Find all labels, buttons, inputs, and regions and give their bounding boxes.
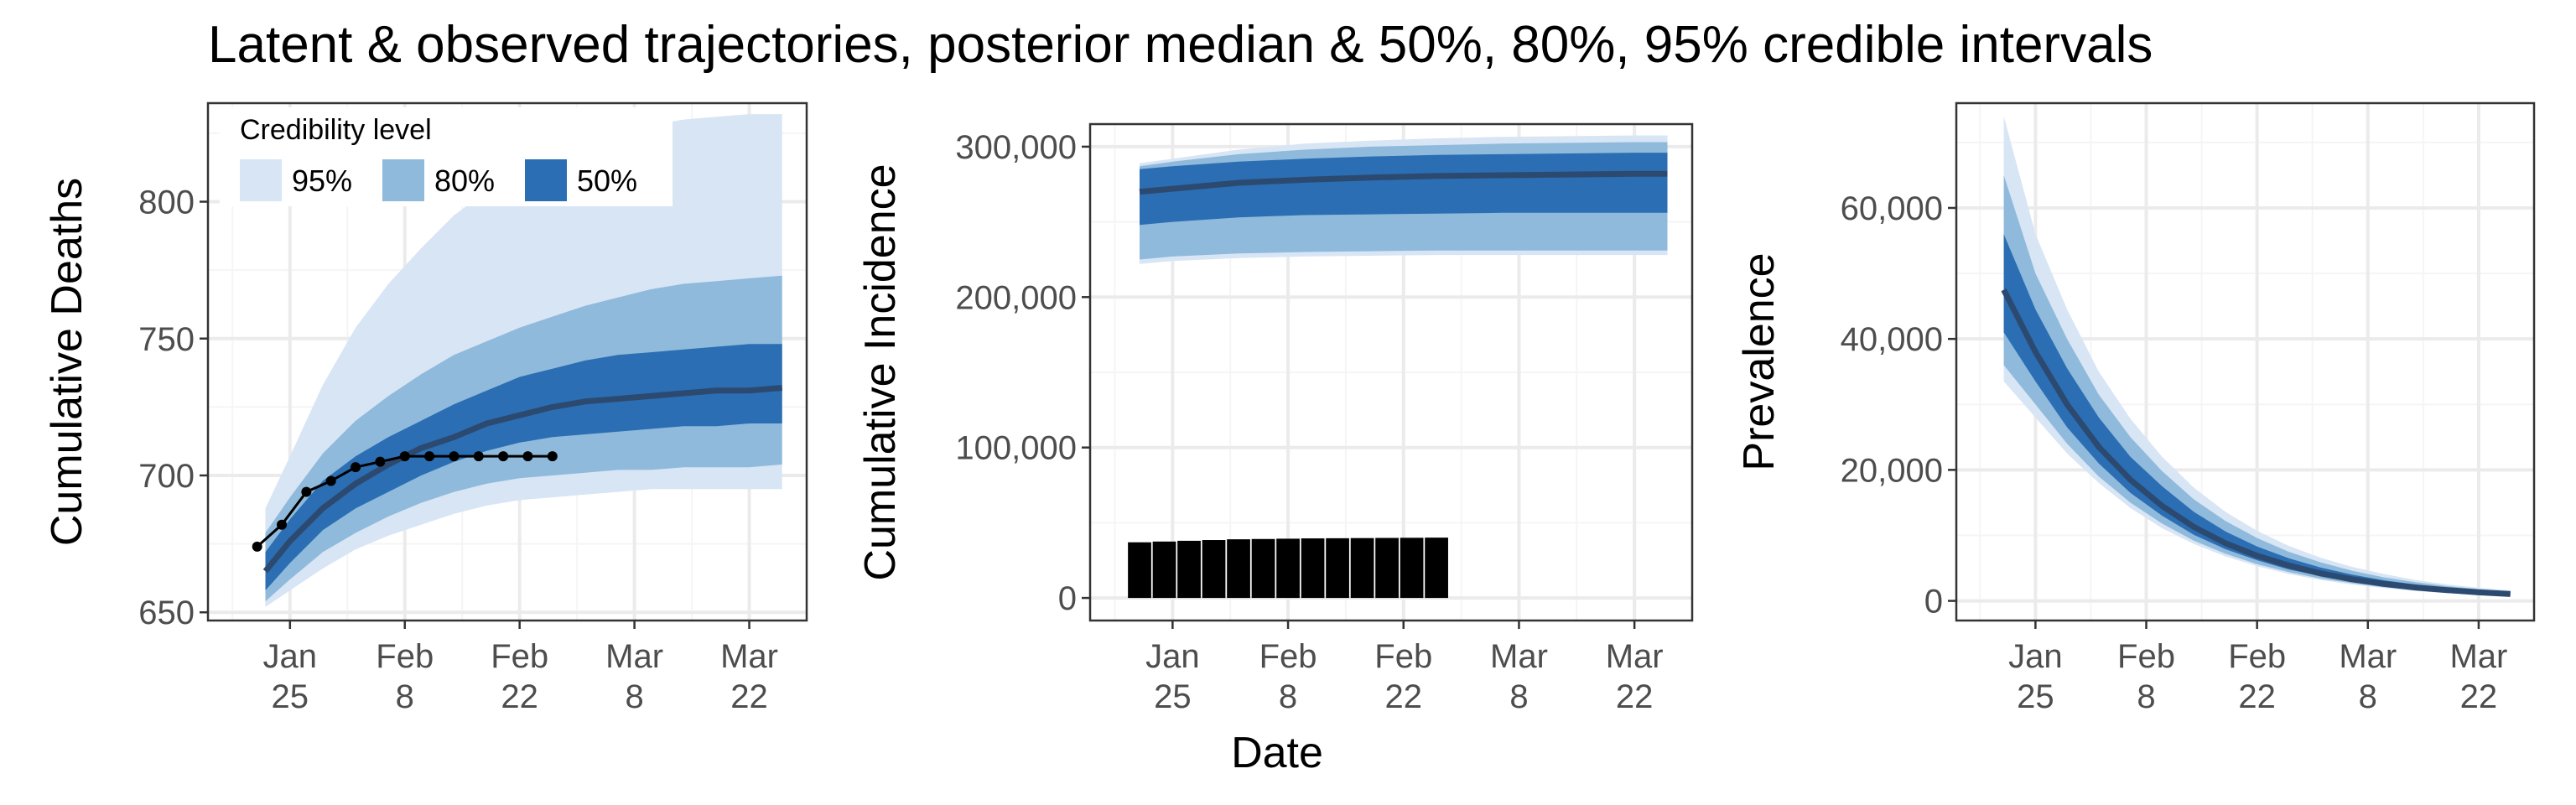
band-50: [265, 344, 782, 591]
observed-bar: [1301, 538, 1325, 599]
y-axis-label: Prevalence: [1735, 252, 1784, 470]
x-tick-label: 8: [625, 678, 643, 715]
legend-swatch: [382, 159, 424, 201]
observed-point: [351, 462, 361, 473]
plot-area: [252, 114, 782, 607]
x-tick-label: 8: [1279, 678, 1297, 715]
observed-point: [325, 475, 336, 486]
observed-bar: [1350, 538, 1374, 599]
x-tick-label: 25: [2017, 678, 2054, 715]
observed-point: [424, 451, 435, 462]
panel-border: [1955, 101, 2536, 622]
observed-point: [375, 456, 386, 467]
x-tick-label: Mar: [2449, 638, 2507, 675]
observed-point: [252, 541, 262, 552]
legend-title: Credibility level: [240, 114, 432, 146]
x-tick-label: Feb: [376, 638, 434, 675]
x-tick-label: 22: [1616, 678, 1654, 715]
x-tick-label: 22: [2460, 678, 2498, 715]
observed-bar: [1251, 538, 1275, 599]
y-tick-label: 700: [138, 458, 195, 495]
y-axis-label: Cumulative Incidence: [856, 164, 905, 580]
panel-border: [206, 101, 808, 622]
x-tick-label: Feb: [491, 638, 548, 675]
x-tick-label: Jan: [2008, 638, 2063, 675]
legend-label: 50%: [577, 164, 637, 198]
legend-label: 95%: [292, 164, 352, 198]
y-tick-label: 60,000: [1841, 190, 1943, 227]
y-tick-label: 650: [138, 595, 195, 631]
observed-point: [498, 451, 509, 462]
x-tick-label: Feb: [2117, 638, 2175, 675]
observed-bar: [1152, 541, 1176, 599]
x-axis-label: Date: [1231, 729, 1323, 777]
legend: Credibility level 95% 80% 50%: [220, 107, 673, 206]
x-tick-label: 25: [272, 678, 309, 715]
x-tick-label: Feb: [1374, 638, 1432, 675]
observed-point: [301, 486, 312, 497]
plot-area: [1128, 135, 1668, 599]
observed-bar: [1227, 539, 1250, 599]
x-tick-label: 8: [2137, 678, 2155, 715]
x-tick-label: 8: [1509, 678, 1528, 715]
observed-point: [449, 451, 460, 462]
observed-point: [547, 451, 558, 462]
x-tick-label: Mar: [1490, 638, 1548, 675]
observed-bar: [1425, 538, 1448, 599]
panel-border: [1088, 122, 1694, 622]
x-tick-label: 22: [2238, 678, 2276, 715]
chart-title: Latent & observed trajectories, posterio…: [208, 16, 2153, 74]
band-50: [1140, 153, 1668, 226]
x-tick-label: Jan: [1145, 638, 1200, 675]
x-tick-label: Feb: [2228, 638, 2286, 675]
x-tick-label: Mar: [2339, 638, 2397, 675]
x-tick-label: 8: [396, 678, 414, 715]
y-tick-label: 200,000: [955, 279, 1077, 316]
legend-swatch: [240, 159, 282, 201]
observed-bar: [1326, 538, 1349, 599]
y-tick-label: 100,000: [955, 430, 1077, 467]
observed-bar: [1400, 538, 1424, 599]
legend-label: 80%: [434, 164, 495, 198]
median-line: [2001, 288, 2511, 597]
observed-bar: [1276, 538, 1300, 599]
observed-point: [399, 451, 410, 462]
panel-2: 0100,000200,000300,000Jan25Feb8Feb22Mar8…: [856, 122, 1694, 715]
x-tick-label: Mar: [720, 638, 778, 675]
observed-bar: [1375, 538, 1399, 599]
x-tick-label: Mar: [605, 638, 663, 675]
observed-bar: [1177, 540, 1201, 599]
panel-3: 020,00040,00060,000Jan25Feb8Feb22Mar8Mar…: [1735, 101, 2536, 715]
observed-point: [277, 519, 288, 530]
x-tick-label: Jan: [263, 638, 318, 675]
x-tick-label: 8: [2359, 678, 2377, 715]
observed-bar: [1202, 540, 1226, 599]
y-tick-label: 0: [1924, 584, 1943, 621]
y-tick-label: 40,000: [1841, 321, 1943, 358]
x-tick-label: Feb: [1259, 638, 1317, 675]
x-tick-label: 22: [501, 678, 538, 715]
x-tick-label: Mar: [1606, 638, 1664, 675]
median-line: [262, 385, 782, 574]
y-tick-label: 750: [138, 321, 195, 358]
y-tick-label: 20,000: [1841, 452, 1943, 489]
plot-area: [2001, 116, 2511, 597]
median-line: [1139, 170, 1668, 195]
observed-point: [473, 451, 484, 462]
y-tick-label: 800: [138, 184, 195, 221]
legend-swatch: [525, 159, 567, 201]
x-tick-label: 22: [730, 678, 768, 715]
observed-point: [522, 451, 533, 462]
x-tick-label: 22: [1385, 678, 1423, 715]
x-tick-label: 25: [1154, 678, 1192, 715]
legend-background: [220, 107, 673, 206]
y-tick-label: 300,000: [955, 129, 1077, 166]
observed-bar: [1128, 542, 1151, 599]
y-tick-label: 0: [1058, 580, 1077, 617]
y-axis-label: Cumulative Deaths: [43, 178, 91, 546]
